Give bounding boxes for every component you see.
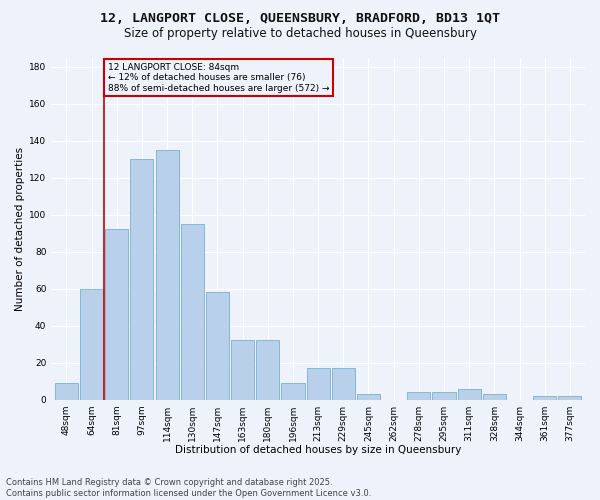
Text: 12 LANGPORT CLOSE: 84sqm
← 12% of detached houses are smaller (76)
88% of semi-d: 12 LANGPORT CLOSE: 84sqm ← 12% of detach… <box>108 63 329 93</box>
Bar <box>357 394 380 400</box>
Bar <box>80 288 103 400</box>
Bar <box>281 383 305 400</box>
Bar <box>155 150 179 400</box>
Bar <box>55 383 78 400</box>
Y-axis label: Number of detached properties: Number of detached properties <box>15 146 25 310</box>
Bar <box>533 396 556 400</box>
Bar <box>407 392 430 400</box>
Bar <box>256 340 280 400</box>
Bar <box>458 388 481 400</box>
Bar <box>307 368 330 400</box>
X-axis label: Distribution of detached houses by size in Queensbury: Distribution of detached houses by size … <box>175 445 461 455</box>
Bar <box>105 230 128 400</box>
Text: Contains HM Land Registry data © Crown copyright and database right 2025.
Contai: Contains HM Land Registry data © Crown c… <box>6 478 371 498</box>
Bar <box>483 394 506 400</box>
Text: Size of property relative to detached houses in Queensbury: Size of property relative to detached ho… <box>124 28 476 40</box>
Bar <box>559 396 581 400</box>
Bar <box>206 292 229 400</box>
Bar <box>181 224 204 400</box>
Bar <box>332 368 355 400</box>
Text: 12, LANGPORT CLOSE, QUEENSBURY, BRADFORD, BD13 1QT: 12, LANGPORT CLOSE, QUEENSBURY, BRADFORD… <box>100 12 500 26</box>
Bar <box>231 340 254 400</box>
Bar <box>433 392 455 400</box>
Bar <box>130 159 154 400</box>
